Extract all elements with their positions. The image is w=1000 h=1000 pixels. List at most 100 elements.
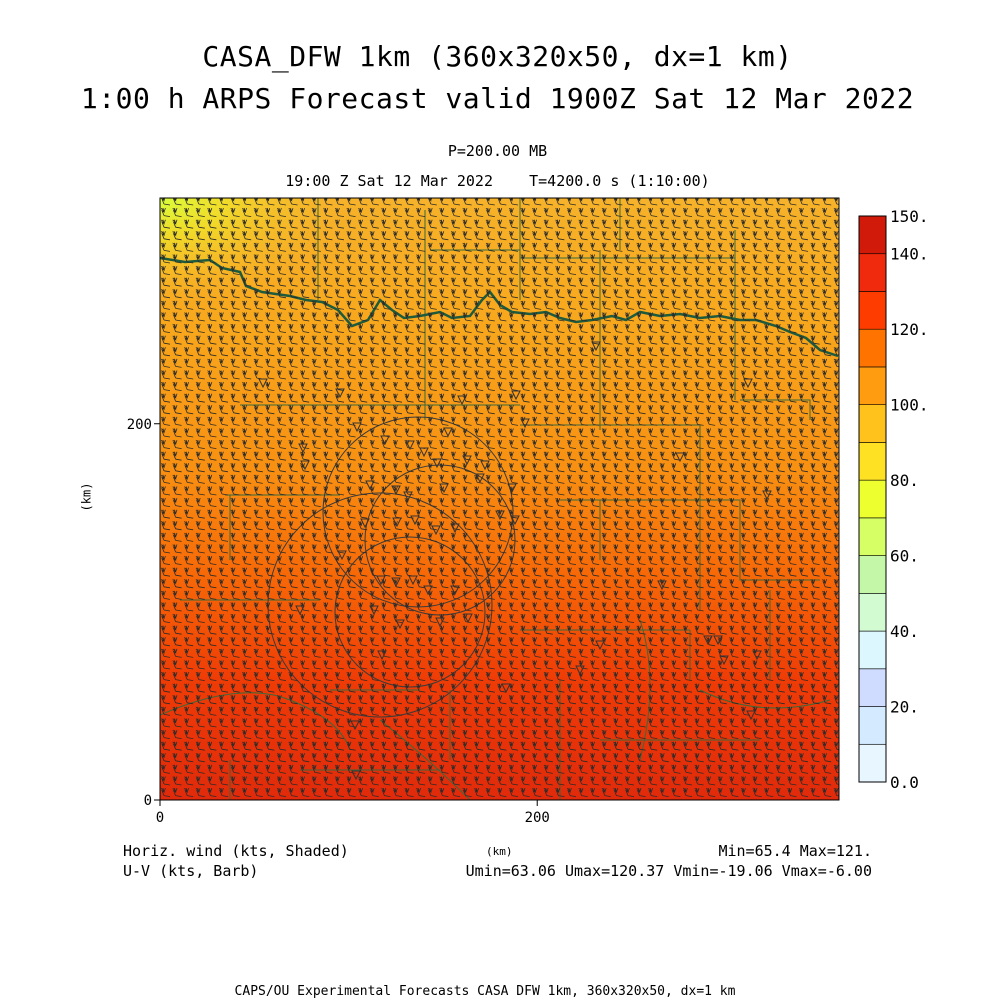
axis-ticks: 0 200 0 200 bbox=[127, 417, 550, 826]
station-marker bbox=[405, 440, 415, 451]
plot-frame bbox=[159, 197, 840, 801]
colorbar: 0.0 20. 40. 60. 80. 100. 120. 140. 150. bbox=[858, 207, 929, 792]
station-marker bbox=[463, 613, 473, 624]
station-marker bbox=[391, 577, 401, 588]
station-marker bbox=[408, 575, 418, 586]
colorbar-label: 20. bbox=[890, 698, 919, 717]
station-marker bbox=[423, 585, 433, 596]
station-marker bbox=[350, 720, 360, 731]
station-marker bbox=[746, 710, 756, 721]
station-marker bbox=[380, 435, 390, 446]
colorbar-label: 60. bbox=[890, 547, 919, 566]
station-marker bbox=[392, 517, 402, 528]
x-axis-unit: (km) bbox=[486, 845, 513, 858]
colorbar-swatch bbox=[858, 593, 887, 632]
station-marker bbox=[376, 575, 386, 586]
barb-field bbox=[160, 198, 839, 797]
station-marker bbox=[351, 770, 361, 781]
station-marker bbox=[410, 515, 420, 526]
station-marker bbox=[295, 605, 305, 616]
station-marker bbox=[435, 617, 445, 628]
station-marker bbox=[450, 585, 460, 596]
colorbar-label: 150. bbox=[890, 207, 929, 226]
station-marker bbox=[713, 635, 723, 646]
station-marker bbox=[395, 619, 405, 630]
colorbar-swatch bbox=[858, 630, 887, 670]
colorbar-label: 140. bbox=[890, 245, 929, 264]
min-max-stats: Min=65.4 Max=121. bbox=[718, 842, 872, 860]
station-marker bbox=[377, 650, 387, 661]
colorbar-label: 120. bbox=[890, 320, 929, 339]
station-marker bbox=[657, 580, 667, 591]
colorbar-swatch bbox=[858, 366, 887, 405]
station-marker bbox=[419, 447, 429, 458]
colorbar-swatch bbox=[858, 555, 887, 594]
uv-stats: Umin=63.06 Umax=120.37 Vmin=-19.06 Vmax=… bbox=[465, 862, 872, 880]
station-marker bbox=[298, 443, 308, 454]
station-marker bbox=[443, 427, 453, 438]
y-tick-label: 200 bbox=[127, 417, 152, 433]
colorbar-swatch bbox=[858, 706, 887, 745]
colorbar-swatch bbox=[858, 328, 887, 368]
station-marker bbox=[520, 418, 530, 429]
station-marker bbox=[507, 483, 517, 494]
station-marker bbox=[300, 460, 310, 471]
colorbar-label: 100. bbox=[890, 396, 929, 415]
station-marker bbox=[432, 458, 442, 469]
station-markers bbox=[258, 341, 772, 781]
colorbar-frame bbox=[858, 215, 887, 783]
station-marker bbox=[431, 525, 441, 536]
station-marker bbox=[495, 510, 505, 521]
station-marker bbox=[439, 483, 449, 494]
colorbar-swatch bbox=[858, 668, 887, 707]
station-marker bbox=[703, 635, 713, 646]
station-marker bbox=[457, 395, 467, 406]
x-tick-label: 200 bbox=[525, 810, 550, 826]
station-marker bbox=[511, 390, 521, 401]
vector-label: U-V (kts, Barb) bbox=[123, 862, 259, 880]
station-marker bbox=[752, 650, 762, 661]
station-marker bbox=[403, 491, 413, 502]
chart-title-line1: CASA_DFW 1km (360x320x50, dx=1 km) bbox=[202, 40, 793, 73]
station-marker bbox=[591, 341, 601, 352]
wind-barbs bbox=[160, 198, 839, 797]
station-marker bbox=[369, 605, 379, 616]
colorbar-swatch bbox=[858, 253, 887, 292]
y-tick-label: 0 bbox=[144, 793, 152, 809]
station-marker bbox=[258, 378, 268, 389]
station-marker bbox=[575, 665, 585, 676]
station-marker bbox=[391, 485, 401, 496]
station-marker bbox=[510, 515, 520, 526]
station-marker bbox=[480, 460, 490, 471]
colorbar-swatch bbox=[858, 479, 887, 519]
colorbar-swatch bbox=[858, 743, 887, 783]
valid-time: 19:00 Z Sat 12 Mar 2022 T=4200.0 s (1:10… bbox=[285, 172, 710, 190]
colorbar-label: 40. bbox=[890, 622, 919, 641]
station-marker bbox=[501, 683, 511, 694]
station-marker bbox=[360, 518, 370, 529]
station-marker bbox=[337, 550, 347, 561]
station-marker bbox=[335, 388, 345, 399]
station-marker bbox=[462, 455, 472, 466]
station-marker bbox=[450, 523, 460, 534]
colorbar-swatch bbox=[858, 404, 887, 443]
station-marker bbox=[743, 378, 753, 389]
station-marker bbox=[475, 473, 485, 484]
chart-title-line2: 1:00 h ARPS Forecast valid 1900Z Sat 12 … bbox=[80, 82, 915, 115]
station-marker bbox=[595, 640, 605, 651]
colorbar-label: 80. bbox=[890, 471, 919, 490]
colorbar-swatch bbox=[858, 291, 887, 330]
station-marker bbox=[762, 490, 772, 501]
x-tick-label: 0 bbox=[156, 810, 164, 826]
station-marker bbox=[675, 452, 685, 463]
station-marker bbox=[352, 422, 362, 433]
field-label: Horiz. wind (kts, Shaded) bbox=[123, 842, 349, 860]
credit-line: CAPS/OU Experimental Forecasts CASA DFW … bbox=[234, 984, 736, 999]
pressure-level: P=200.00 MB bbox=[447, 142, 548, 160]
station-marker bbox=[365, 480, 375, 491]
colorbar-swatch bbox=[858, 517, 887, 556]
colorbar-label: 0.0 bbox=[890, 773, 919, 792]
colorbar-swatch bbox=[858, 442, 887, 481]
station-marker bbox=[719, 655, 729, 666]
